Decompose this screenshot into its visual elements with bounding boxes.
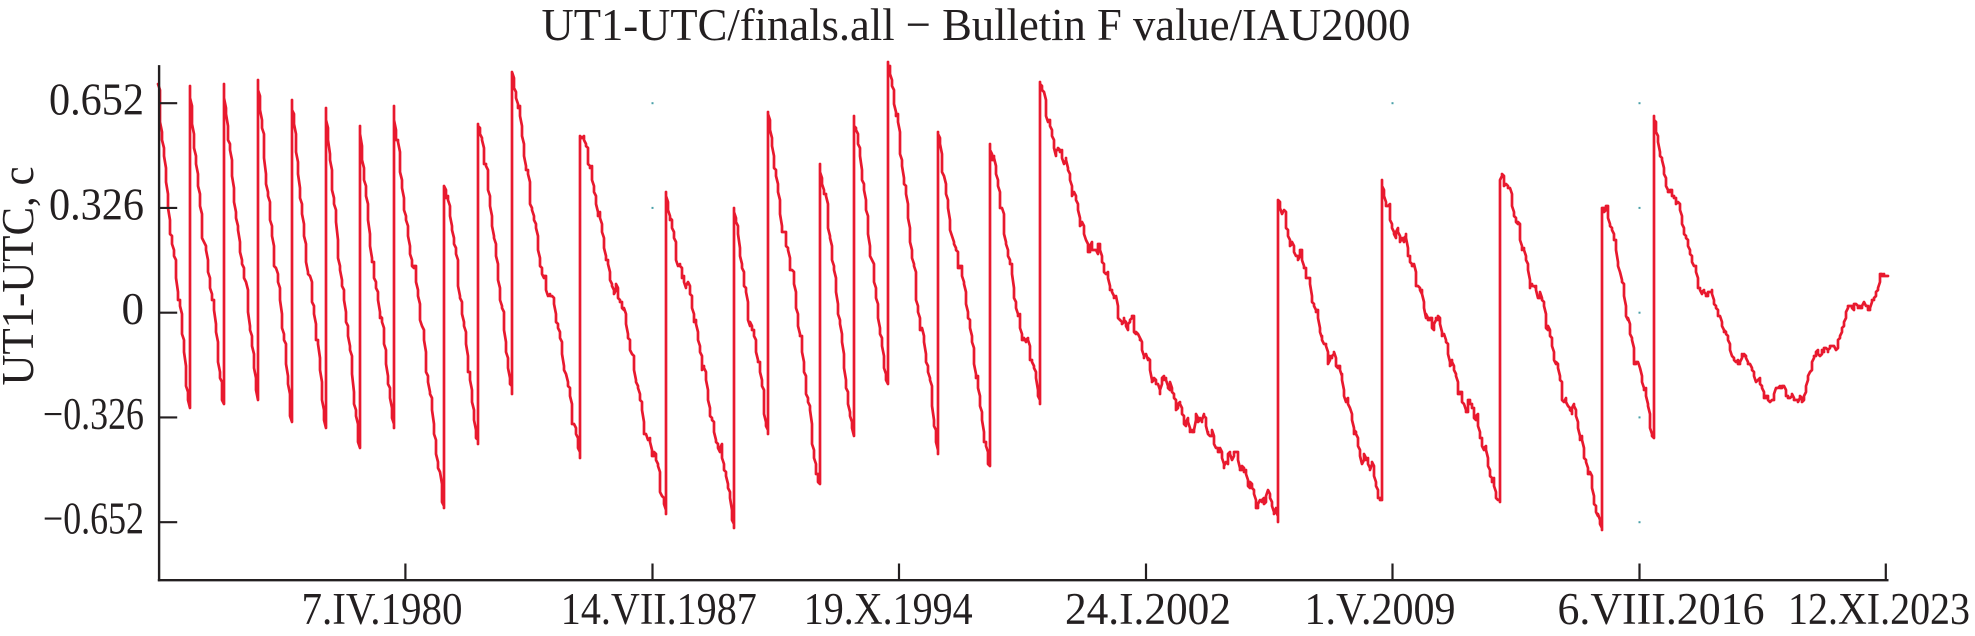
svg-text:24.I.2002: 24.I.2002 bbox=[1065, 584, 1231, 634]
svg-text:0.652: 0.652 bbox=[49, 75, 144, 125]
svg-text:7.IV.1980: 7.IV.1980 bbox=[302, 584, 463, 634]
svg-text:19.X.1994: 19.X.1994 bbox=[804, 584, 973, 634]
svg-text:UT1-UTC, c: UT1-UTC, c bbox=[0, 167, 43, 386]
svg-text:−0.326: −0.326 bbox=[43, 389, 144, 439]
svg-text:−0.652: −0.652 bbox=[43, 494, 144, 544]
svg-text:0: 0 bbox=[122, 284, 145, 334]
svg-text:6.VIII.2016: 6.VIII.2016 bbox=[1558, 584, 1765, 634]
svg-text:0.326: 0.326 bbox=[49, 179, 144, 229]
svg-text:1.V.2009: 1.V.2009 bbox=[1305, 584, 1456, 634]
svg-text:14.VII.1987: 14.VII.1987 bbox=[561, 584, 757, 634]
svg-text:12.XI.2023: 12.XI.2023 bbox=[1788, 584, 1970, 634]
svg-text:UT1-UTC/finals.all − Bulletin: UT1-UTC/finals.all − Bulletin F value/IA… bbox=[542, 0, 1411, 50]
